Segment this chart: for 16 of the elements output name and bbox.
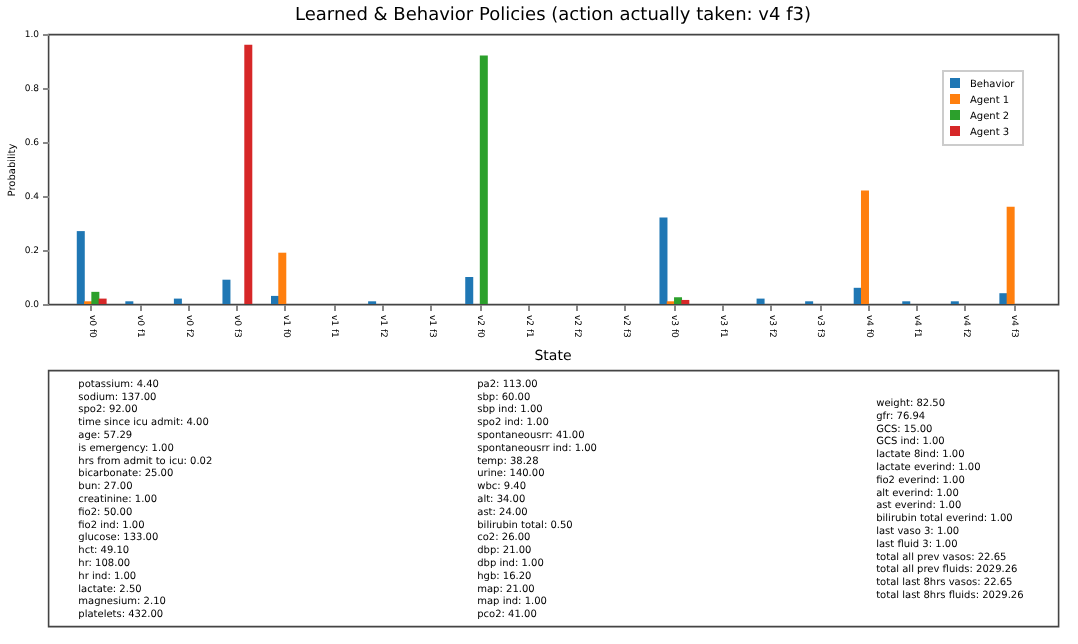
bar xyxy=(465,277,474,304)
bar xyxy=(674,297,683,304)
bar xyxy=(244,44,253,304)
bar xyxy=(76,231,85,304)
chart-title: Learned & Behavior Policies (action actually taken: v4 f3) xyxy=(295,6,811,26)
bar xyxy=(999,293,1008,304)
bar xyxy=(479,55,488,304)
bar xyxy=(756,298,765,304)
bar xyxy=(98,298,107,304)
bar xyxy=(222,279,231,304)
bar xyxy=(1006,206,1015,304)
bar xyxy=(278,252,287,304)
bar xyxy=(659,217,668,304)
bar xyxy=(860,190,869,304)
bar xyxy=(173,298,182,304)
bar xyxy=(91,291,100,304)
